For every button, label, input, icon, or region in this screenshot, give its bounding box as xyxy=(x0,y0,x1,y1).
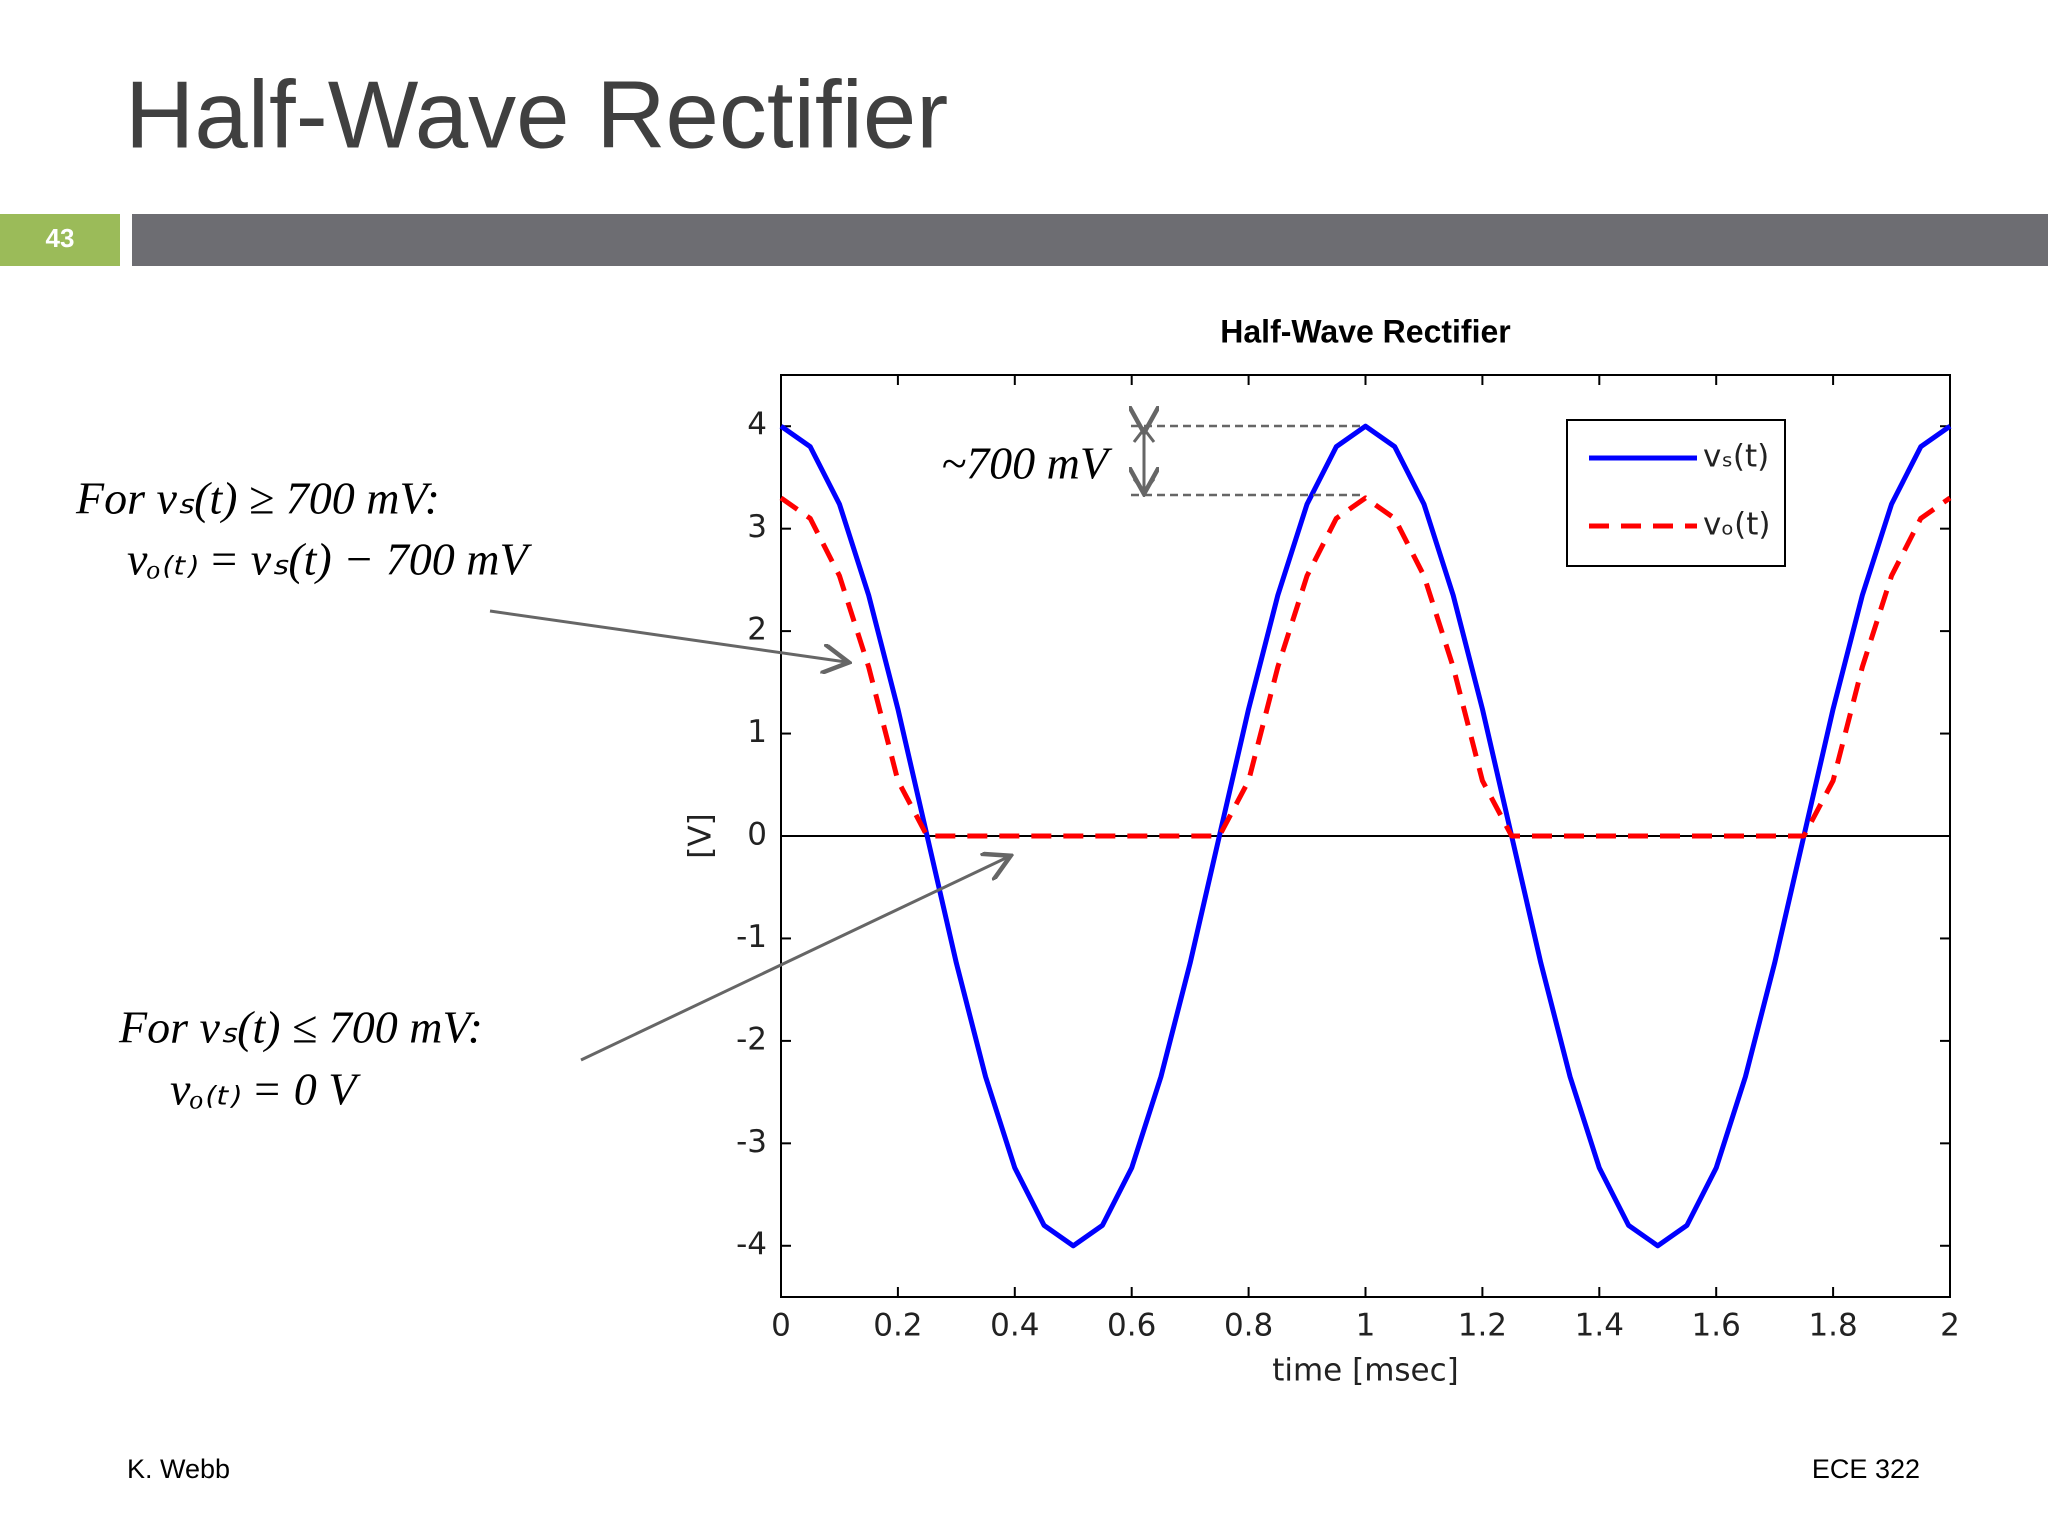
footer-right: ECE 322 xyxy=(1812,1454,1920,1484)
y-tick-label: -3 xyxy=(736,1124,767,1160)
x-tick-label: 0.6 xyxy=(1107,1308,1156,1344)
note2-line1: For vₛ(t) ≤ 700 mV: xyxy=(118,1002,483,1053)
arrow xyxy=(489,609,846,662)
note2-line2: vₒ₍ₜ₎ = 0 V xyxy=(170,1064,361,1115)
series-line xyxy=(779,495,1952,839)
annotation: ~700 mV xyxy=(941,438,1113,489)
y-axis-label: [V] xyxy=(683,813,719,858)
x-tick-label: 1.2 xyxy=(1458,1308,1507,1344)
slide-number: 43 xyxy=(46,223,75,253)
note1-line2: vₒ₍ₜ₎ = vₛ(t) − 700 mV xyxy=(127,534,533,585)
series-line xyxy=(779,423,1952,1249)
y-tick-label: 4 xyxy=(747,407,767,443)
y-tick-label: -2 xyxy=(736,1021,767,1057)
x-tick-label: 2 xyxy=(1940,1308,1960,1344)
chart-title: Half-Wave Rectifier xyxy=(1220,313,1510,349)
arrow xyxy=(580,857,1008,1062)
y-tick-label: 2 xyxy=(747,612,767,648)
annotation-arrow-head xyxy=(1132,426,1156,495)
x-tick-label: 1.4 xyxy=(1575,1308,1624,1344)
x-tick-label: 0.8 xyxy=(1224,1308,1273,1344)
x-tick-label: 0.2 xyxy=(873,1308,922,1344)
legend-box xyxy=(1566,419,1786,567)
x-tick-label: 1.8 xyxy=(1808,1308,1857,1344)
slide-number-box xyxy=(0,214,120,266)
header-bar xyxy=(132,214,2048,266)
legend-label: vₒ(t) xyxy=(1703,507,1771,543)
x-tick-label: 0.4 xyxy=(990,1308,1039,1344)
y-tick-label: 3 xyxy=(747,509,767,545)
x-tick-label: 1 xyxy=(1356,1308,1376,1344)
y-tick-label: 1 xyxy=(747,714,767,750)
slide-title: Half-Wave Rectifier xyxy=(125,61,948,168)
y-tick-label: -4 xyxy=(736,1226,767,1262)
y-tick-label: 0 xyxy=(747,817,767,853)
chart: Half-Wave Rectifier time [msec] [V] 0 0.2 0.4… xyxy=(683,313,1960,1388)
legend-label: vₛ(t) xyxy=(1703,439,1769,475)
x-tick-label: 0 xyxy=(771,1308,791,1344)
note1-line1: For vₛ(t) ≥ 700 mV: xyxy=(75,473,440,524)
x-tick-label: 1.6 xyxy=(1692,1308,1741,1344)
y-tick-label: -1 xyxy=(736,919,767,955)
x-axis-label: time [msec] xyxy=(1272,1353,1459,1389)
footer-left: K. Webb xyxy=(127,1454,230,1484)
